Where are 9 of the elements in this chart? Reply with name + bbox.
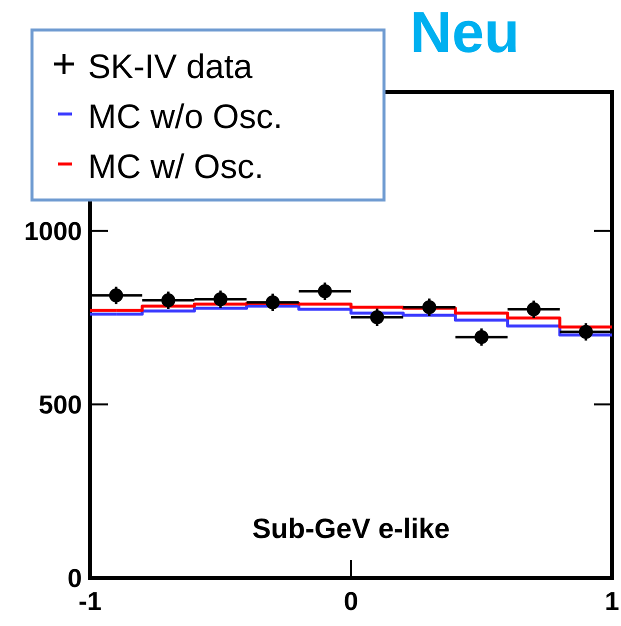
legend-label: SK-IV data — [88, 48, 253, 86]
x-tick-label: 0 — [344, 586, 358, 616]
y-tick-label: 500 — [38, 389, 82, 420]
annotation: Sub-GeV e-like — [252, 513, 450, 544]
legend-label: MC w/ Osc. — [88, 148, 264, 186]
legend-label: MC w/o Osc. — [88, 98, 283, 136]
x-tick-label: 1 — [604, 586, 620, 616]
y-tick-label: 1000 — [24, 216, 82, 246]
chart-title: Neu — [410, 0, 520, 65]
